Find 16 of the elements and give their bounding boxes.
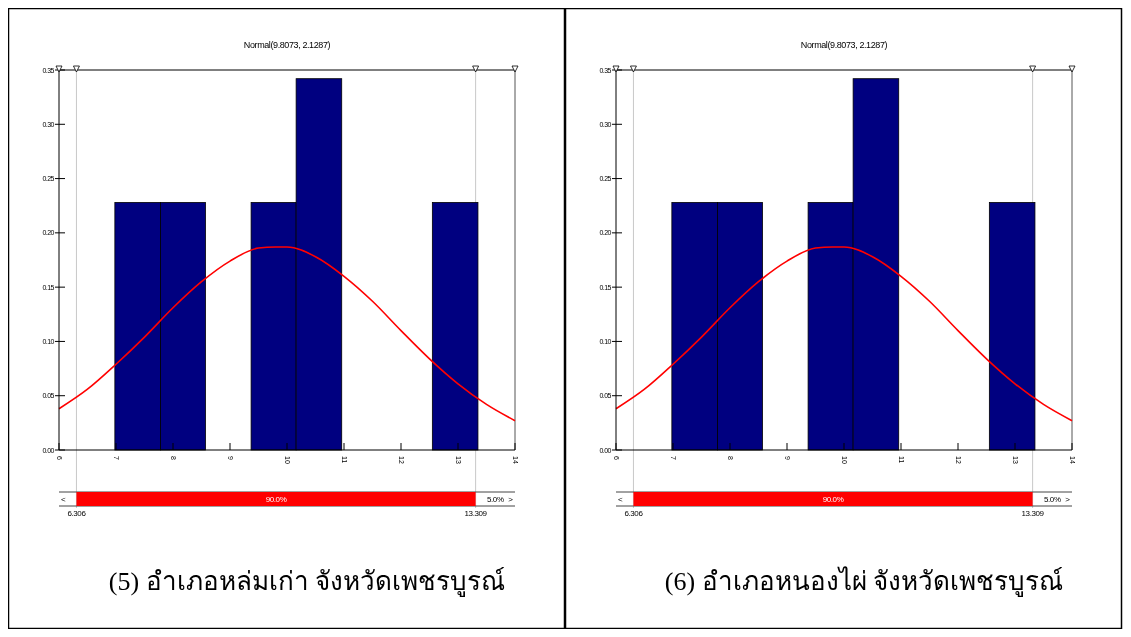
text: 5.0%	[1043, 495, 1061, 504]
text: 5.0%	[486, 495, 504, 504]
text: >	[508, 495, 514, 504]
text: (6) อำเภอหนองไผ่ จังหวัดเพชรบูรณ์	[664, 566, 1064, 597]
text: <	[618, 495, 623, 504]
ref-line-label: 6.306	[67, 509, 87, 518]
text: >	[1065, 495, 1071, 504]
text: (5) อำเภอหล่มเก่า จังหวัดเพชรบูรณ์	[108, 567, 506, 597]
text: <	[61, 495, 66, 504]
ref-line-label: 13.309	[464, 509, 488, 518]
chart-title: Normal(9.8073, 2.1287)	[243, 40, 331, 50]
ref-line-label: 6.306	[624, 509, 644, 518]
text: 90.0%	[265, 495, 287, 504]
ref-line-label: 13.309	[1021, 509, 1045, 518]
chart-title: Normal(9.8073, 2.1287)	[800, 40, 888, 50]
text: 90.0%	[822, 495, 844, 504]
